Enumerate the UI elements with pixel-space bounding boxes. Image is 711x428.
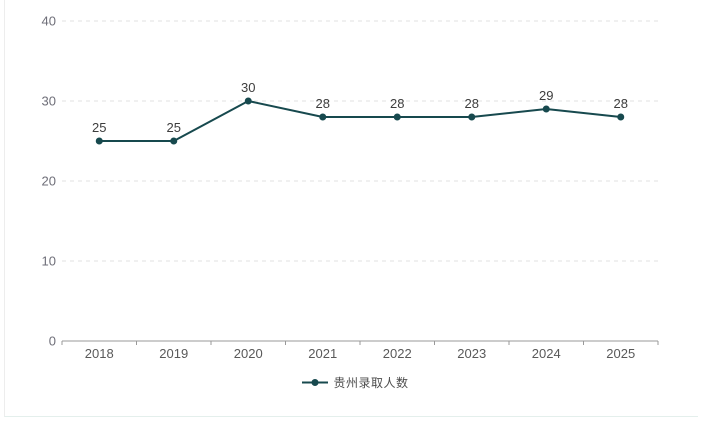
x-axis-tick-label: 2023 — [457, 346, 486, 361]
y-axis-tick-label: 40 — [42, 14, 56, 29]
legend-item-guizhou[interactable]: 贵州录取人数 — [302, 374, 408, 391]
data-point[interactable] — [95, 137, 103, 145]
data-point[interactable] — [319, 113, 327, 121]
data-point-label: 25 — [167, 120, 181, 135]
data-point[interactable] — [542, 105, 550, 113]
x-axis-tick-label: 2024 — [532, 346, 561, 361]
x-axis-tick-label: 2022 — [383, 346, 412, 361]
data-point[interactable] — [617, 113, 625, 121]
y-axis-tick-label: 30 — [42, 94, 56, 109]
y-axis-tick-label: 0 — [49, 334, 56, 349]
data-point[interactable] — [468, 113, 476, 121]
data-point-label: 28 — [390, 96, 404, 111]
chart-legend: 贵州录取人数 — [0, 374, 711, 391]
legend-label: 贵州录取人数 — [333, 376, 409, 390]
x-axis-tick-label: 2019 — [159, 346, 188, 361]
y-axis-tick-label: 10 — [42, 254, 56, 269]
data-point-label: 28 — [316, 96, 330, 111]
x-axis-tick-label: 2021 — [308, 346, 337, 361]
y-axis-tick-label: 20 — [42, 174, 56, 189]
data-point-label: 28 — [465, 96, 479, 111]
data-point-label: 29 — [539, 88, 553, 103]
legend-line-dot-icon — [302, 379, 329, 386]
data-point[interactable] — [393, 113, 401, 121]
data-point-label: 25 — [92, 120, 106, 135]
data-point-label: 28 — [614, 96, 628, 111]
x-axis-tick-label: 2025 — [606, 346, 635, 361]
x-axis-tick-label: 2020 — [234, 346, 263, 361]
series-line — [99, 100, 621, 142]
x-axis-tick-label: 2018 — [85, 346, 114, 361]
chart-card — [4, 0, 698, 417]
data-point-label: 30 — [241, 80, 255, 95]
data-point[interactable] — [244, 97, 252, 105]
data-point[interactable] — [170, 137, 178, 145]
